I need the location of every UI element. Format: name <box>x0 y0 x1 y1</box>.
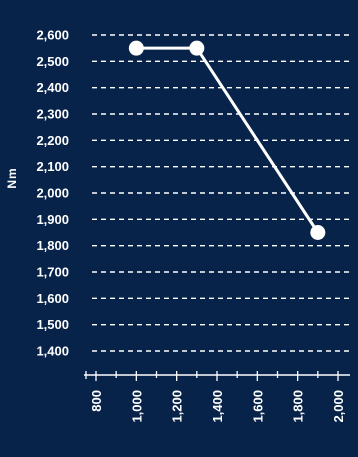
x-axis <box>84 371 350 381</box>
y-tick-label: 2,000 <box>36 186 69 201</box>
y-tick-labels: 1,400 1,500 1,600 1,700 1,800 1,900 2,000 2,100… <box>36 28 69 359</box>
data-point <box>128 40 144 56</box>
y-tick-label: 1,500 <box>36 317 69 332</box>
y-tick-label: 1,700 <box>36 265 69 280</box>
y-tick-label: 1,900 <box>36 212 69 227</box>
y-tick-label: 2,200 <box>36 133 69 148</box>
y-tick-label: 1,400 <box>36 344 69 359</box>
x-tick-label: 1,200 <box>170 390 185 423</box>
y-tick-label: 1,600 <box>36 291 69 306</box>
y-axis-label: Nm <box>5 167 19 188</box>
x-tick-labels: 800 1,000 1,200 1,400 1,600 1,800 2,000 <box>89 390 346 423</box>
gridlines <box>92 34 350 352</box>
series <box>128 40 326 240</box>
x-tick-label: 1,400 <box>210 390 225 423</box>
y-tick-label: 2,600 <box>36 28 69 43</box>
y-tick-label: 2,400 <box>36 80 69 95</box>
x-tick-label: 1,800 <box>291 390 306 423</box>
y-tick-label: 1,800 <box>36 238 69 253</box>
y-tick-label: 2,500 <box>36 54 69 69</box>
y-tick-label: 2,100 <box>36 159 69 174</box>
x-tick-label: 1,000 <box>129 390 144 423</box>
y-tick-label: 2,300 <box>36 107 69 122</box>
data-point <box>189 40 205 56</box>
x-tick-label: 800 <box>89 390 104 412</box>
x-tick-label: 2,000 <box>331 390 346 423</box>
x-tick-label: 1,600 <box>250 390 265 423</box>
data-point <box>310 225 326 240</box>
